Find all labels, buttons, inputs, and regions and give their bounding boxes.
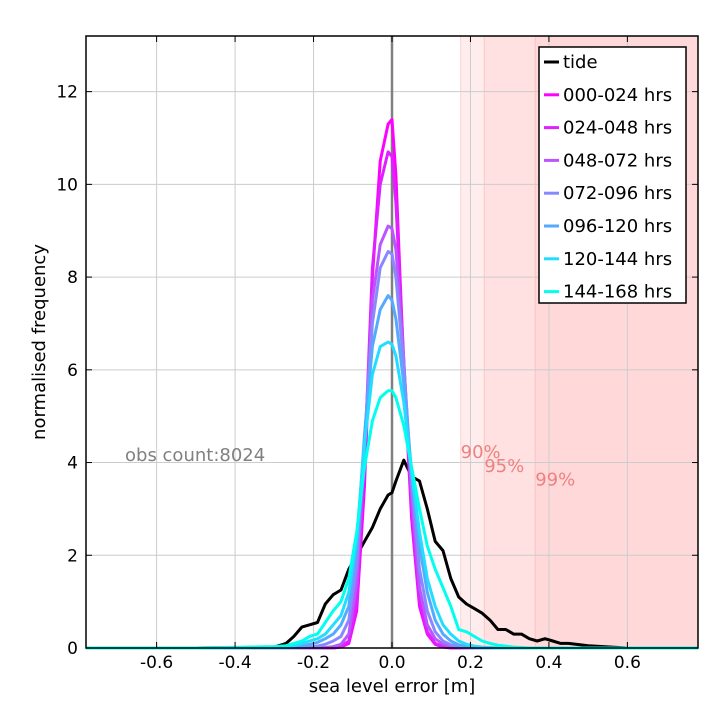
y-axis-title: normalised frequency bbox=[29, 244, 50, 440]
obs-count-label: obs count:8024 bbox=[125, 445, 265, 466]
legend-label-0: tide bbox=[563, 52, 598, 73]
legend-box bbox=[538, 46, 687, 304]
x-tick-label: -0.4 bbox=[218, 653, 251, 673]
y-tick-label: 2 bbox=[67, 546, 78, 566]
y-tick-label: 10 bbox=[56, 175, 78, 195]
axis-ticks: -0.6 -0.4 -0.2 0.0 0.2 0.4 0.6 0 2 4 6 8 10 12 bbox=[56, 36, 698, 673]
y-tick-label: 12 bbox=[56, 83, 78, 103]
percentile-label-1: 95% bbox=[484, 456, 524, 477]
legend-label-7: 144-168 hrs bbox=[563, 282, 672, 303]
legend-label-1: 000-024 hrs bbox=[563, 85, 672, 106]
y-tick-label: 4 bbox=[67, 454, 78, 474]
x-tick-label: 0.6 bbox=[614, 653, 641, 673]
legend-label-2: 024-048 hrs bbox=[563, 118, 672, 139]
percentile-label-0: 90% bbox=[461, 442, 501, 463]
series-line-tide bbox=[86, 458, 698, 650]
legend-label-4: 072-096 hrs bbox=[563, 183, 672, 204]
legend-label-3: 048-072 hrs bbox=[563, 150, 672, 171]
x-tick-label: 0.2 bbox=[457, 653, 484, 673]
x-tick-label: 0.4 bbox=[535, 653, 562, 673]
legend-label-5: 096-120 hrs bbox=[563, 216, 672, 237]
annotations: obs count:8024 90%95% 99% bbox=[125, 442, 575, 491]
x-tick-label: -0.2 bbox=[297, 653, 330, 673]
x-axis-title: sea level error [m] bbox=[309, 676, 476, 697]
legend-label-6: 120-144 hrs bbox=[563, 249, 672, 270]
x-tick-label: 0.0 bbox=[378, 653, 405, 673]
legend: tide 000-024 hrs 024-048 hrs 048-072 hrs 072… bbox=[538, 46, 687, 304]
y-tick-label: 8 bbox=[67, 268, 78, 288]
x-tick-label: -0.6 bbox=[140, 653, 173, 673]
y-tick-label: 0 bbox=[67, 639, 78, 659]
percentile-label-2: 99% bbox=[535, 470, 575, 491]
y-tick-label: 6 bbox=[67, 361, 78, 381]
